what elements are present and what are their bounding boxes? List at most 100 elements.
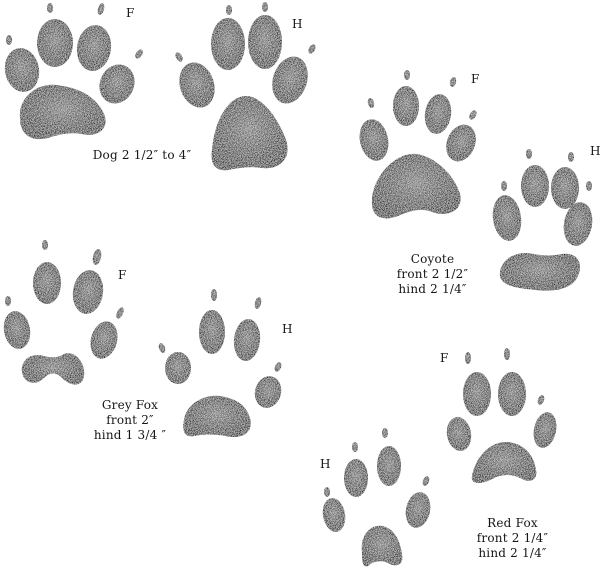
claw-mark	[135, 49, 143, 59]
heel-pad	[361, 525, 403, 567]
toe-pad	[99, 64, 135, 104]
toe-pad	[424, 94, 452, 134]
red-fox-caption: Red Fox front 2 1/4″ hind 2 1/4″	[455, 516, 570, 561]
coyote-name: Coyote	[410, 252, 455, 266]
toe-pad	[179, 62, 215, 108]
claw-mark	[504, 348, 510, 360]
claw-mark	[537, 395, 545, 405]
heel-pad	[21, 353, 85, 385]
toe-pad	[446, 417, 472, 451]
claw-mark	[422, 476, 430, 486]
toe-pad	[393, 86, 419, 126]
coyote-front-size: front 2 1/2″	[396, 267, 469, 281]
claw-mark	[116, 307, 124, 319]
toe-pad	[533, 412, 557, 448]
claw-mark	[158, 343, 166, 353]
claw-mark	[586, 181, 592, 191]
toe-pad	[76, 25, 112, 71]
toe-pad	[199, 310, 225, 354]
toe-pad	[4, 48, 40, 92]
toe-pad	[446, 124, 476, 162]
toe-pad	[248, 15, 282, 69]
toe-pad	[165, 352, 191, 384]
hind-marker: H	[282, 322, 293, 336]
claw-mark	[324, 487, 330, 497]
grey-fox-hind-size: hind 1 3/4 ″	[93, 428, 167, 442]
heel-pad	[211, 96, 288, 171]
toe-pad	[377, 446, 401, 486]
coyote-hind-size: hind 2 1/4″	[398, 282, 467, 296]
front-marker: F	[126, 6, 135, 20]
dog-hind-print	[175, 2, 316, 171]
claw-mark	[449, 77, 457, 87]
toe-pad	[233, 319, 261, 361]
dog-size-text: Dog 2 1/2″ to 4″	[92, 148, 192, 162]
claw-mark	[352, 442, 358, 452]
toe-pad	[405, 492, 431, 528]
toe-pad	[521, 165, 549, 207]
claw-mark	[42, 240, 48, 250]
claw-mark	[469, 110, 477, 120]
heel-pad	[499, 252, 581, 291]
toe-pad	[492, 195, 522, 241]
toe-pad	[344, 459, 368, 497]
claw-mark	[367, 98, 375, 108]
claw-mark	[254, 297, 262, 309]
claw-mark	[382, 428, 388, 438]
toe-pad	[359, 119, 389, 161]
hind-marker: H	[590, 144, 600, 158]
hind-marker: H	[320, 457, 331, 471]
claw-mark	[226, 5, 232, 15]
claw-mark	[97, 3, 105, 15]
dog-front-print	[4, 3, 143, 140]
dog-caption: Dog 2 1/2″ to 4″	[72, 148, 212, 163]
claw-mark	[568, 152, 574, 162]
toe-pad	[33, 262, 61, 304]
claw-mark	[47, 3, 53, 13]
grey-fox-front-print	[3, 240, 124, 385]
claw-mark	[6, 35, 12, 45]
claw-mark	[308, 44, 316, 54]
claw-mark	[262, 2, 268, 12]
hind-marker: H	[292, 17, 303, 31]
claw-mark	[92, 249, 102, 265]
red-fox-hind-print	[322, 428, 431, 567]
toe-pad	[563, 202, 593, 246]
red-fox-name: Red Fox	[487, 516, 538, 530]
claw-mark	[5, 296, 11, 306]
coyote-hind-print	[492, 149, 593, 291]
heel-pad	[471, 442, 537, 483]
toe-pad	[272, 56, 308, 104]
toe-pad	[254, 376, 282, 408]
coyote-front-print	[359, 70, 477, 219]
grey-fox-caption: Grey Fox front 2″ hind 1 3/4 ″	[75, 398, 185, 443]
red-fox-front-size: front 2 1/4″	[476, 531, 549, 545]
coyote-caption: Coyote front 2 1/2″ hind 2 1/4″	[375, 252, 490, 297]
toe-pad	[463, 372, 491, 416]
red-fox-front-print	[446, 348, 557, 483]
claw-mark	[501, 181, 507, 191]
toe-pad	[72, 270, 104, 314]
grey-fox-hind-print	[158, 289, 282, 438]
toe-pad	[211, 18, 245, 70]
claw-mark	[211, 289, 217, 301]
toe-pad	[37, 19, 73, 67]
grey-fox-name: Grey Fox	[101, 398, 159, 412]
front-marker: F	[440, 351, 449, 365]
heel-pad	[183, 395, 251, 438]
toe-pad	[3, 311, 31, 349]
toe-pad	[90, 321, 118, 359]
red-fox-hind-size: hind 2 1/4″	[478, 546, 547, 560]
front-marker: F	[471, 72, 480, 86]
claw-mark	[404, 70, 410, 80]
front-marker: F	[118, 268, 127, 282]
toe-pad	[498, 372, 526, 416]
claw-mark	[465, 352, 471, 364]
claw-mark	[274, 362, 282, 372]
toe-pad	[551, 167, 579, 209]
claw-mark	[175, 52, 183, 62]
claw-mark	[526, 149, 532, 159]
heel-pad	[371, 153, 461, 219]
